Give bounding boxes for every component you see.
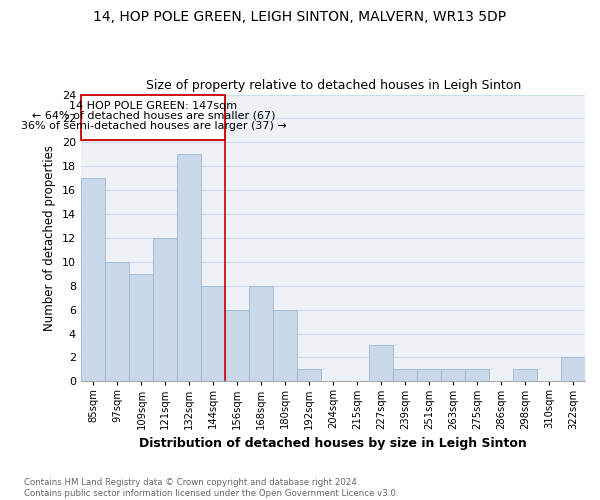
Bar	[154, 238, 178, 382]
Bar	[82, 94, 226, 140]
Bar	[465, 370, 489, 382]
Bar	[273, 310, 297, 382]
Bar	[297, 370, 321, 382]
Bar	[561, 358, 585, 382]
Bar	[417, 370, 441, 382]
X-axis label: Distribution of detached houses by size in Leigh Sinton: Distribution of detached houses by size …	[139, 437, 527, 450]
Bar	[82, 178, 106, 382]
Text: ← 64% of detached houses are smaller (67): ← 64% of detached houses are smaller (67…	[32, 110, 275, 120]
Bar	[393, 370, 417, 382]
Text: Contains HM Land Registry data © Crown copyright and database right 2024.
Contai: Contains HM Land Registry data © Crown c…	[24, 478, 398, 498]
Title: Size of property relative to detached houses in Leigh Sinton: Size of property relative to detached ho…	[146, 79, 521, 92]
Bar	[249, 286, 273, 382]
Y-axis label: Number of detached properties: Number of detached properties	[43, 145, 56, 331]
Bar	[106, 262, 130, 382]
Text: 14, HOP POLE GREEN, LEIGH SINTON, MALVERN, WR13 5DP: 14, HOP POLE GREEN, LEIGH SINTON, MALVER…	[94, 10, 506, 24]
Text: 14 HOP POLE GREEN: 147sqm: 14 HOP POLE GREEN: 147sqm	[70, 100, 238, 110]
Bar	[202, 286, 226, 382]
Bar	[513, 370, 537, 382]
Text: 36% of semi-detached houses are larger (37) →: 36% of semi-detached houses are larger (…	[20, 121, 286, 131]
Bar	[369, 346, 393, 382]
Bar	[130, 274, 154, 382]
Bar	[226, 310, 249, 382]
Bar	[441, 370, 465, 382]
Bar	[178, 154, 202, 382]
